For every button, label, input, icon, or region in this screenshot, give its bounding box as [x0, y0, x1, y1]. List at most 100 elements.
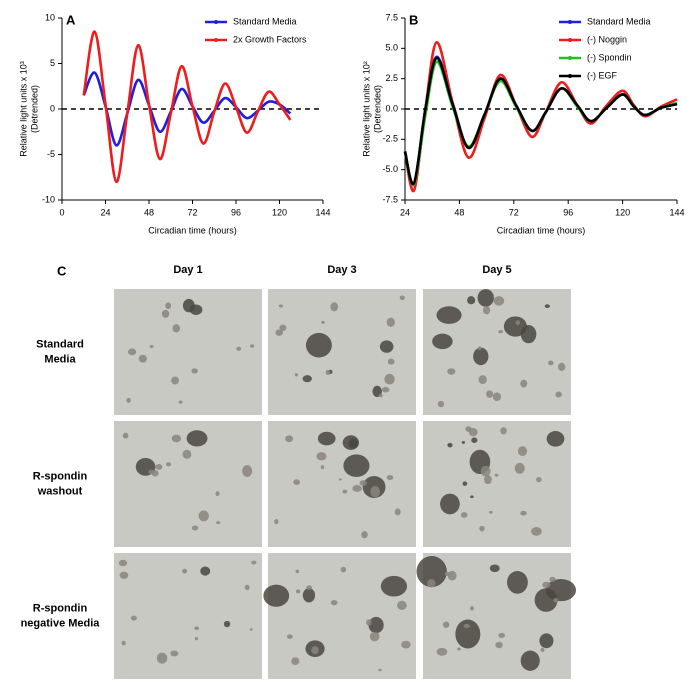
column-header: Day 5: [482, 264, 511, 276]
organoid: [382, 386, 390, 393]
micrograph: [114, 421, 262, 547]
organoid: [317, 431, 336, 446]
micrograph: [268, 289, 416, 415]
organoid: [546, 431, 565, 447]
legend-marker: [568, 20, 572, 24]
y-tick-label: 0: [50, 103, 55, 113]
organoid: [427, 579, 436, 588]
organoid: [378, 668, 382, 672]
organoid: [171, 434, 182, 443]
organoid: [514, 462, 525, 474]
y-tick-label: 5: [50, 58, 55, 68]
legend-label: (-) EGF: [587, 70, 617, 80]
micrograph-background: [268, 289, 416, 415]
organoid: [520, 510, 527, 516]
organoid: [320, 465, 325, 470]
organoid: [302, 375, 312, 383]
organoid: [416, 556, 447, 588]
organoid: [517, 446, 528, 457]
organoid: [340, 566, 347, 573]
micrograph: [423, 289, 571, 415]
organoid: [293, 479, 301, 485]
organoid: [555, 391, 562, 398]
organoid: [401, 640, 411, 649]
legend-label: (-) Noggin: [587, 34, 627, 44]
organoid: [399, 295, 405, 301]
organoid: [182, 568, 188, 574]
organoid: [397, 600, 407, 611]
organoid: [119, 571, 129, 580]
legend-marker: [568, 56, 572, 60]
organoid: [215, 491, 220, 497]
column-header: Day 3: [327, 264, 356, 276]
y-tick-label: -5.0: [382, 164, 398, 174]
x-tick-label: 96: [563, 207, 573, 217]
organoid: [198, 510, 209, 522]
organoid: [302, 588, 316, 603]
organoid: [520, 650, 540, 671]
organoid: [370, 486, 381, 498]
organoid: [480, 465, 491, 477]
organoid: [479, 525, 485, 532]
organoid: [542, 581, 551, 589]
organoid: [470, 606, 474, 611]
legend-marker: [214, 20, 218, 24]
micrograph: [263, 553, 416, 679]
organoid: [156, 652, 168, 664]
organoid: [194, 626, 200, 631]
organoid: [359, 480, 368, 486]
organoid: [460, 512, 468, 518]
micrograph-background: [114, 553, 262, 679]
organoid: [121, 640, 126, 646]
organoid: [275, 329, 283, 336]
series-line: [82, 30, 292, 184]
y-axis-label: Relative light units x 10³: [18, 61, 28, 157]
row-label: washout: [37, 485, 83, 497]
y-tick-label: 10: [45, 12, 55, 22]
organoid: [483, 306, 491, 315]
x-tick-label: 48: [144, 207, 154, 217]
organoid: [200, 566, 211, 576]
organoid: [172, 324, 181, 333]
row-label: R-spondin: [33, 602, 88, 614]
y-tick-label: 0.0: [385, 103, 398, 113]
organoid: [182, 449, 192, 459]
organoid: [321, 320, 325, 324]
organoid: [515, 320, 521, 326]
micrograph: [416, 553, 577, 679]
organoid: [242, 465, 253, 477]
organoid: [463, 623, 470, 629]
micrograph: [114, 289, 262, 415]
micrograph-background: [423, 421, 571, 547]
organoid: [486, 390, 494, 398]
organoid: [468, 428, 478, 437]
x-tick-label: 0: [59, 207, 64, 217]
organoid: [249, 344, 255, 348]
legend-label: 2x Growth Factors: [233, 34, 307, 44]
y-tick-label: 7.5: [385, 12, 398, 22]
organoid: [171, 376, 179, 385]
organoid: [148, 469, 155, 475]
legend-label: (-) Spondin: [587, 52, 632, 62]
organoid: [223, 620, 231, 628]
micrograph-background: [268, 553, 416, 679]
organoid: [498, 632, 506, 638]
x-tick-label: 120: [615, 207, 630, 217]
organoid: [394, 508, 401, 516]
organoid: [279, 324, 287, 332]
panel-label: C: [57, 263, 67, 278]
organoid: [291, 657, 300, 665]
organoid: [498, 330, 503, 334]
organoid: [274, 518, 279, 525]
y-tick-label: 2.5: [385, 73, 398, 83]
organoid: [455, 619, 481, 649]
organoid: [443, 621, 450, 628]
x-tick-label: 96: [231, 207, 241, 217]
organoid: [557, 362, 566, 371]
organoid: [539, 633, 554, 649]
organoid: [549, 576, 556, 583]
organoid: [251, 560, 257, 565]
organoid: [342, 489, 348, 494]
micrograph-background: [268, 421, 416, 547]
